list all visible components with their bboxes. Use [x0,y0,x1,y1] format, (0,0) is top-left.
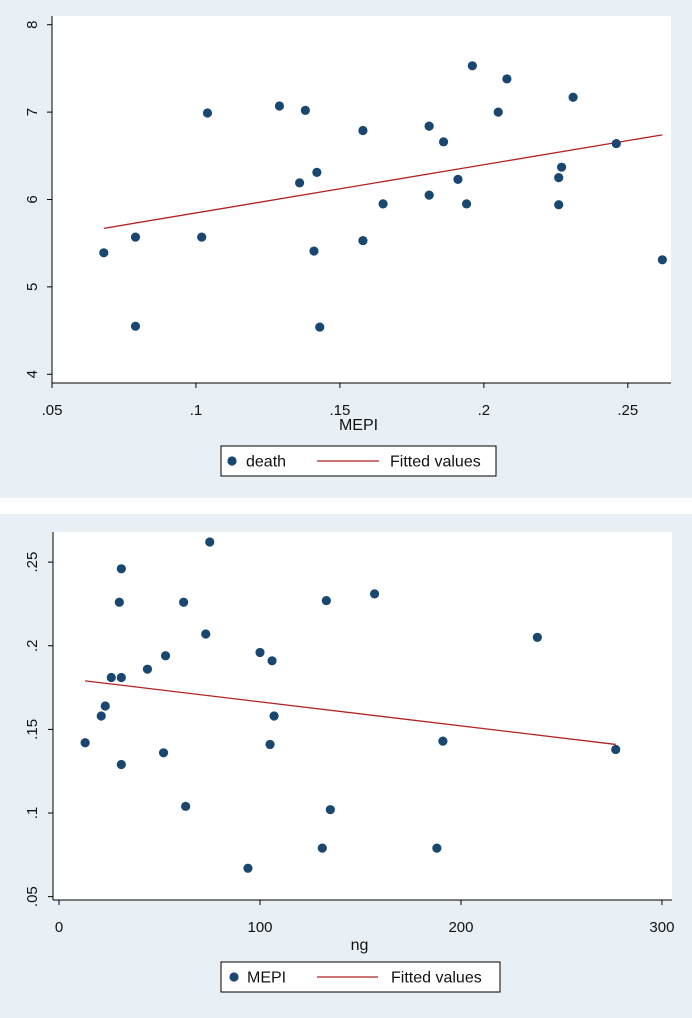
data-point [116,672,126,683]
data-point [424,121,434,131]
plot-area [52,16,671,383]
x-tick-label: 0 [55,919,63,936]
data-point [312,167,322,178]
legend-label-fitted: Fitted values [391,970,482,987]
y-tick-label: .25 [24,552,41,573]
chart-panel-top: 4 5 6 7 8 .05 .1 .15 .2 .25 MEPI death Fitted values [0,0,692,498]
data-point [369,589,380,599]
legend-label-points: MEPI [247,970,286,987]
x-tick-label: .25 [617,402,638,419]
data-point [243,863,253,873]
data-point [267,656,277,666]
data-point [358,125,368,136]
data-point [554,200,564,210]
y-tick-label: 5 [24,283,41,291]
data-point [556,162,567,172]
y-tick-label: .2 [24,639,41,652]
legend-marker-points [229,972,239,982]
scatter-chart-mepi-death: 4 5 6 7 8 .05 .1 .15 .2 .25 MEPI death Fitted values [24,16,671,477]
data-point [142,664,153,674]
y-tick-label: .1 [24,807,41,820]
data-point [493,107,503,117]
y-tick-label: 4 [24,370,41,378]
data-point [502,74,512,84]
data-point [461,199,472,209]
data-point [106,672,116,683]
legend-marker-points [227,456,237,466]
y-tick-label: 6 [24,195,41,203]
x-axis-title: MEPI [339,417,378,434]
data-point [295,178,305,188]
data-point [116,564,126,574]
y-tick-label: .15 [24,719,41,740]
x-tick-label: .05 [42,402,63,419]
data-point [181,801,191,811]
data-point [99,248,109,258]
x-tick-label: .1 [190,402,203,419]
data-point [158,748,169,758]
data-point [358,235,368,246]
data-point [205,537,215,547]
data-point [453,174,463,185]
data-point [202,108,213,118]
x-axis-title: ng [351,937,369,954]
data-point [130,321,141,331]
data-point [532,632,542,642]
y-tick-label: 7 [24,108,41,116]
data-point [611,138,621,149]
data-point [554,173,564,183]
data-point [317,843,327,853]
data-point [96,711,106,721]
chart-panel-bottom: .05 .1 .15 .2 .25 0 100 200 300 ng MEPI Fitted valu… [0,514,692,1018]
data-point [438,736,448,746]
data-point [611,744,621,755]
data-point [179,597,189,607]
data-point [274,101,285,111]
data-point [269,711,279,721]
data-point [130,232,141,242]
data-point [424,190,434,200]
fitted-line [85,680,616,746]
data-point [378,199,388,209]
data-point [325,805,335,815]
legend-label-fitted: Fitted values [390,454,481,471]
data-point [160,651,171,661]
x-tick-label: .15 [329,402,350,419]
data-point [265,739,275,750]
y-tick-label: 8 [24,21,41,29]
data-point [438,137,449,147]
data-point [197,232,207,242]
data-point [467,61,477,71]
data-point [201,629,211,639]
scatter-chart-ng-mepi: .05 .1 .15 .2 .25 0 100 200 300 ng MEPI Fitted valu… [24,532,674,993]
data-point [255,647,265,658]
data-point [100,701,110,711]
fitted-line [103,134,663,229]
data-point [309,246,319,256]
data-point [300,105,310,115]
y-tick-label: .05 [24,886,41,907]
data-point [321,595,331,606]
legend-label-points: death [246,454,286,471]
data-point [114,597,124,607]
x-tick-label: .2 [478,402,491,419]
data-point [432,843,442,853]
data-point [116,759,126,770]
plot-area [53,532,672,900]
data-point [568,92,578,102]
x-tick-label: 200 [448,919,473,936]
data-point [80,738,90,748]
x-tick-label: 100 [247,919,272,936]
data-point [657,255,667,265]
data-point [315,322,325,332]
x-tick-label: 300 [649,919,674,936]
